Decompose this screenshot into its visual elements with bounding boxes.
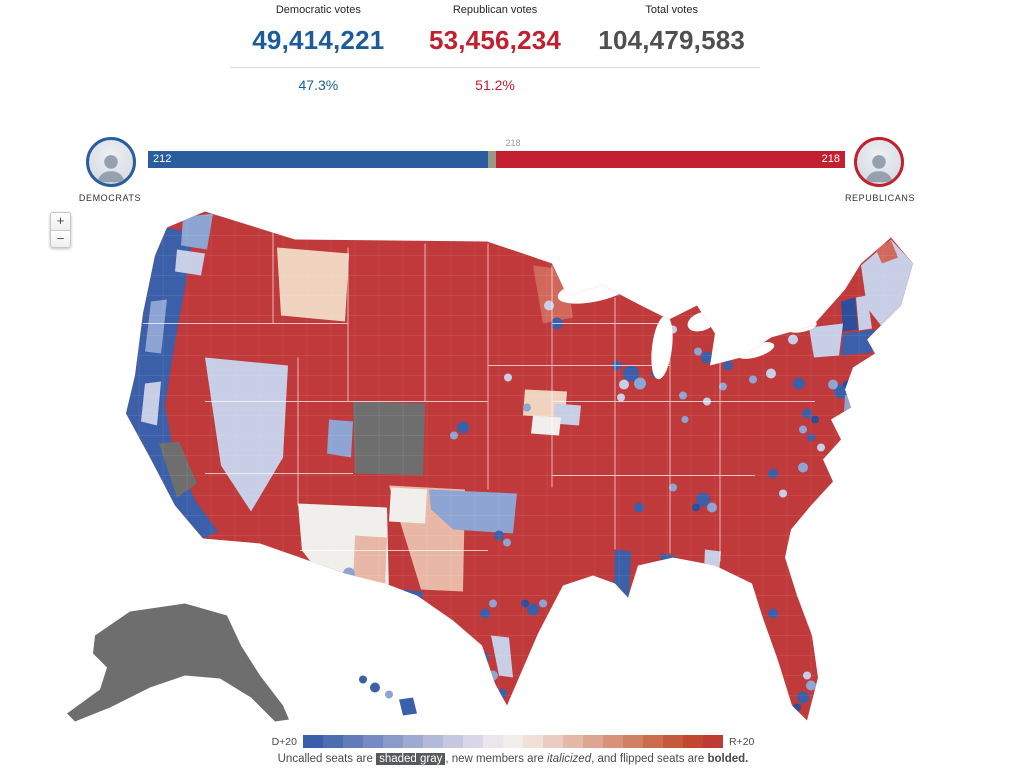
us-house-results-map[interactable]	[55, 205, 927, 738]
democrat-leader-avatar[interactable]	[86, 137, 136, 187]
legend-swatch	[303, 735, 323, 748]
legend-swatch	[463, 735, 483, 748]
vote-summary-values: 49,414,221 53,456,234 104,479,583	[230, 16, 760, 56]
dem-seat-count: 212	[153, 153, 172, 165]
margin-legend: D+20 R+20	[0, 735, 1026, 748]
dem-votes-label: Democratic votes	[275, 4, 361, 16]
bar-seg-uncalled	[487, 151, 496, 168]
rep-votes-pct: 51.2%	[475, 77, 515, 93]
legend-swatch	[563, 735, 583, 748]
note-part3: , and flipped seats are	[591, 753, 708, 765]
hawaii[interactable]	[359, 675, 417, 716]
zoom-out-button[interactable]: −	[50, 230, 71, 248]
republican-leader-avatar[interactable]	[854, 137, 904, 187]
note-part2: , new members are	[445, 753, 547, 765]
legend-dem-label: D+20	[271, 735, 297, 748]
rep-votes-label: Republican votes	[452, 4, 538, 16]
legend-swatch	[403, 735, 423, 748]
legend-rep-label: R+20	[729, 735, 755, 748]
vote-summary: Democratic votes Republican votes Total …	[230, 4, 760, 93]
republicans-label: REPUBLICANS	[844, 193, 916, 203]
note-bolded: bolded.	[707, 753, 749, 765]
total-votes-label: Total votes	[645, 4, 698, 16]
alaska[interactable]	[67, 603, 289, 722]
note-shaded-gray: shaded gray	[376, 753, 446, 765]
legend-swatch	[663, 735, 683, 748]
zoom-in-button[interactable]: +	[50, 212, 71, 230]
legend-swatch	[683, 735, 703, 748]
summary-divider	[230, 67, 760, 68]
legend-swatch	[583, 735, 603, 748]
note-italicized: italicized	[547, 753, 592, 765]
legend-swatch	[643, 735, 663, 748]
legend-swatch	[523, 735, 543, 748]
legend-swatch	[483, 735, 503, 748]
dem-votes-value: 49,414,221	[252, 25, 385, 55]
legend-swatch	[343, 735, 363, 748]
legend-swatch	[383, 735, 403, 748]
legend-swatches	[303, 735, 723, 748]
vote-summary-percentages: 47.3% 51.2%	[230, 77, 760, 93]
note-part1: Uncalled seats are	[277, 753, 377, 765]
vote-summary-labels: Democratic votes Republican votes Total …	[230, 4, 760, 16]
total-votes-value: 104,479,583	[598, 25, 746, 55]
legend-swatch	[703, 735, 723, 748]
person-silhouette-icon	[865, 155, 893, 183]
majority-marker-label: 218	[505, 138, 521, 148]
legend-swatch	[363, 735, 383, 748]
us-map-svg[interactable]	[55, 205, 927, 738]
legend-note: Uncalled seats are shaded gray, new memb…	[0, 753, 1026, 765]
dem-votes-pct: 47.3%	[298, 77, 339, 93]
rep-seat-count: 218	[821, 153, 840, 165]
legend-swatch	[423, 735, 443, 748]
bar-seg-dem[interactable]: 212	[148, 151, 488, 168]
legend-swatch	[503, 735, 523, 748]
legend-swatch	[543, 735, 563, 748]
balance-of-power-bar: 212 218	[148, 151, 845, 168]
total-votes-pct-empty	[583, 77, 760, 93]
person-silhouette-icon	[97, 155, 125, 183]
democrats-label: DEMOCRATS	[78, 193, 142, 203]
legend-swatch	[603, 735, 623, 748]
map-zoom-controls: + −	[50, 212, 71, 248]
legend-swatch	[323, 735, 343, 748]
legend-swatch	[623, 735, 643, 748]
bar-seg-rep[interactable]: 218	[495, 151, 845, 168]
rep-votes-value: 53,456,234	[428, 25, 562, 55]
legend-swatch	[443, 735, 463, 748]
